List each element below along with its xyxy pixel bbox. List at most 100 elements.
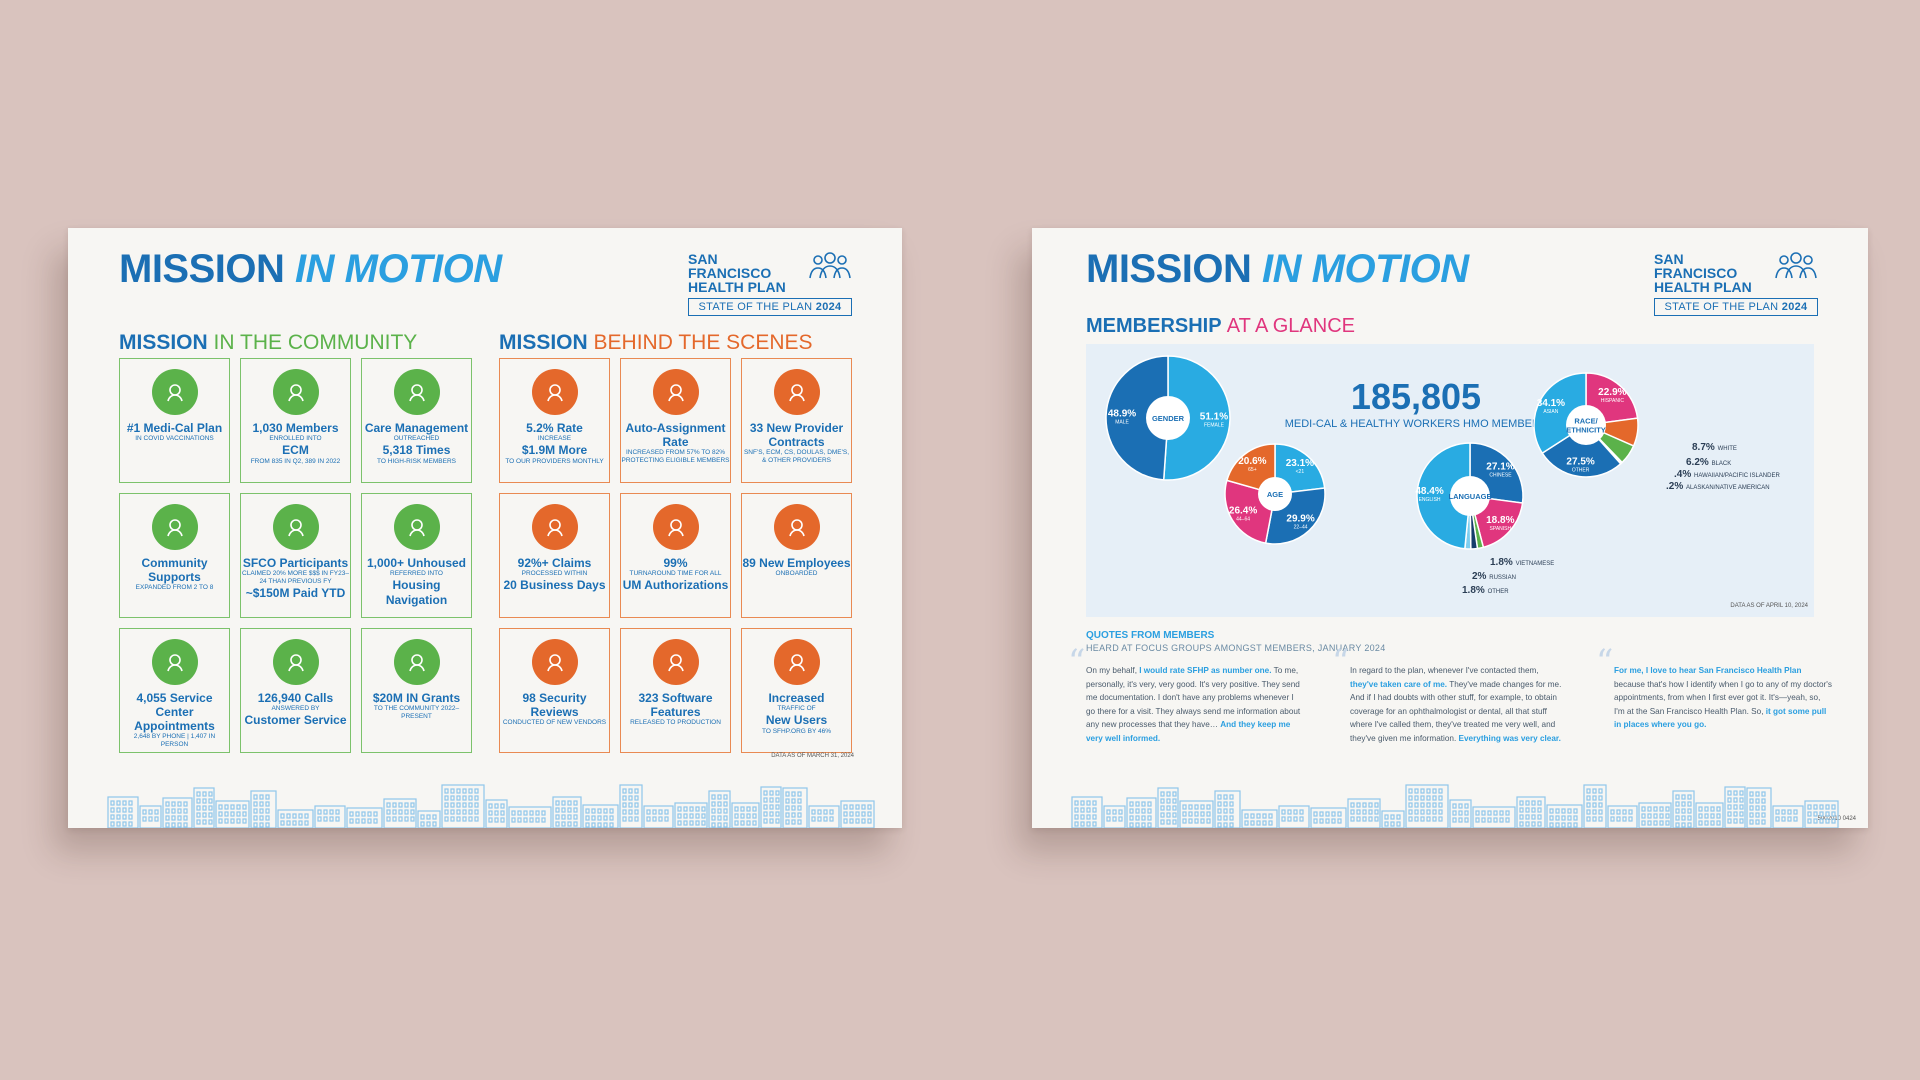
tile-headline: 89 New Employees <box>742 556 851 570</box>
sfhp-logo: SAN FRANCISCO HEALTH PLAN STATE OF THE P… <box>1654 252 1818 316</box>
tile-highlight: Customer Service <box>244 713 347 727</box>
employees-icon <box>773 504 820 550</box>
donut-hole <box>1258 477 1292 511</box>
tile-detail: TRAFFIC OF <box>777 705 816 712</box>
website-icon <box>773 639 820 685</box>
stat-tile: #1 Medi-Cal Plan IN COVID VACCINATIONS <box>119 358 230 483</box>
slice-value-label: 48.9% <box>1108 408 1136 419</box>
slice-value-label: 22.9% <box>1598 387 1626 398</box>
donut-hole <box>1566 405 1606 445</box>
stat-tile: Care Management OUTREACHED 5,318 Times TO H… <box>361 358 472 483</box>
slice-category-label: FEMALE <box>1204 423 1225 429</box>
quotes-title: QUOTES FROM MEMBERS <box>1086 630 1215 641</box>
tile-highlight: Housing Navigation <box>385 578 448 607</box>
software-icon <box>652 639 699 685</box>
membership-donut-charts: GENDER 51.1%FEMALE 48.9%MALE AGE 23.1%<21 29.… <box>1105 355 1639 550</box>
tile-detail: RELEASED TO PRODUCTION <box>630 719 721 726</box>
member-quote-1: “On my behalf, I would rate SFHP as numb… <box>1068 642 1301 743</box>
tile-detail: ENROLLED INTO <box>269 435 322 442</box>
slice-category-label: MALE <box>1115 419 1129 425</box>
tile-headline: Care Management <box>364 421 469 435</box>
tile-footnote: PROTECTING ELIGIBLE MEMBERS <box>621 457 730 464</box>
donut-hole <box>1450 476 1490 516</box>
care-icon <box>393 369 440 415</box>
legend-hawaiian: .4% HAWAIIAN/PACIFIC ISLANDER <box>1674 469 1780 480</box>
stat-tile: 126,940 Calls ANSWERED BY Customer Service <box>240 628 351 753</box>
tile-highlight: UM Authorizations <box>622 578 729 592</box>
slice-category-label: SPANISH <box>1490 526 1512 532</box>
data-note: DATA AS OF MARCH 31, 2024 <box>771 753 854 759</box>
pie-slice <box>1105 355 1169 481</box>
total-members-number: 185,805 <box>1350 376 1482 417</box>
tile-footnote: TO HIGH-RISK MEMBERS <box>377 458 456 465</box>
slice-value-label: 23.1% <box>1286 458 1314 469</box>
legend-white: 8.7% WHITE <box>1692 442 1737 453</box>
slice-category-label: CHINESE <box>1489 472 1512 478</box>
tile-headline: Community Supports <box>141 556 208 584</box>
slice-category-label: ASIAN <box>1543 409 1558 415</box>
slice-category-label: ENGLISH <box>1419 497 1441 503</box>
tile-detail: 2,648 BY PHONE | 1,407 IN PERSON <box>133 733 216 748</box>
tile-detail: ANSWERED BY <box>271 705 320 712</box>
quote-mark-icon: “ <box>1596 642 1614 682</box>
tile-headline: 1,000+ Unhoused <box>366 556 467 570</box>
members-icon <box>272 369 319 415</box>
tile-highlight: 20 Business Days <box>503 578 606 592</box>
tile-headline: 92%+ Claims <box>517 556 592 570</box>
award-icon <box>151 369 198 415</box>
pie-slice <box>1274 443 1326 495</box>
logo-subtitle: STATE OF THE PLAN 2024 <box>1654 298 1818 316</box>
legend-russian: 2% RUSSIAN <box>1472 571 1516 582</box>
people-logo-icon <box>1775 252 1817 279</box>
slice-value-label: 29.9% <box>1286 513 1314 524</box>
slice-category-label: 44–64 <box>1236 517 1250 523</box>
donut-center-label: AGE <box>1267 490 1283 499</box>
stat-tile: 5.2% Rate INCREASE $1.9M More TO OUR PROVID… <box>499 358 610 483</box>
tile-detail: ONBOARDED <box>775 570 818 577</box>
tile-headline: #1 Medi-Cal Plan <box>126 421 223 435</box>
tile-detail: EXPANDED FROM 2 TO 8 <box>135 584 214 591</box>
slice-value-label: 27.1% <box>1486 461 1514 472</box>
slice-value-label: 20.6% <box>1238 456 1266 467</box>
tile-headline: 98 Security Reviews <box>522 691 587 719</box>
tile-headline: Auto-Assignment Rate <box>625 421 726 449</box>
tile-detail: OUTREACHED <box>393 435 440 442</box>
tile-headline: 99% <box>663 556 688 570</box>
donut-hole <box>1146 396 1190 440</box>
pie-slice <box>1225 443 1276 495</box>
tile-headline: 4,055 Service Center Appointments <box>134 691 215 733</box>
slice-category-label: OTHER <box>1572 468 1590 474</box>
tile-headline: SFCO Participants <box>242 556 349 570</box>
donut-center-label: LANGUAGE <box>1449 492 1492 501</box>
stopwatch-icon <box>652 504 699 550</box>
slice-value-label: 26.4% <box>1229 506 1257 517</box>
tile-detail: REFERRED INTO <box>390 570 443 577</box>
pie-slice <box>1162 355 1231 481</box>
member-quote-3: “For me, I love to hear San Francisco He… <box>1596 642 1832 729</box>
contract-icon <box>773 369 820 415</box>
stat-tile: Increased TRAFFIC OF New Users TO sfhp.org … <box>741 628 852 753</box>
tile-detail: INCREASED FROM 57% TO 82% <box>625 449 726 456</box>
tile-highlight: 5,318 Times <box>382 443 451 457</box>
total-members-label: MEDI-CAL & HEALTHY WORKERS HMO MEMBERS <box>1284 418 1548 430</box>
sfhp-logo: SAN FRANCISCO HEALTH PLAN STATE OF THE P… <box>688 252 852 316</box>
document-icon <box>531 504 578 550</box>
tile-headline: 323 Software Features <box>638 691 713 719</box>
tile-detail: PROCESSED WITHIN <box>521 570 588 577</box>
tile-headline: 126,940 Calls <box>257 691 334 705</box>
stat-tile: 323 Software Features RELEASED TO PRODUCT… <box>620 628 731 753</box>
tile-highlight: New Users <box>765 713 828 727</box>
people-logo-icon <box>809 252 851 279</box>
stat-tile: 99% TURNAROUND TIME FOR ALL UM Authorizati… <box>620 493 731 618</box>
right-sheet: MISSION IN MOTION SAN FRANCISCO HEALTH P… <box>1032 228 1868 828</box>
tile-footnote: FROM 835 IN Q2, 389 IN 2022 <box>250 458 341 465</box>
stat-tile: 1,000+ Unhoused REFERRED INTO Housing Navi… <box>361 493 472 618</box>
tile-detail: TURNAROUND TIME FOR ALL <box>629 570 722 577</box>
slice-value-label: 51.1% <box>1200 412 1228 423</box>
slice-value-label: 27.5% <box>1566 457 1594 468</box>
legend-vietnamese: 1.8% VIETNAMESE <box>1490 557 1555 568</box>
stat-tile: 1,030 Members ENROLLED INTO ECM FROM 835 IN… <box>240 358 351 483</box>
tile-footnote: TO OUR PROVIDERS MONTHLY <box>505 458 604 465</box>
chart-up-icon <box>652 369 699 415</box>
slice-category-label: HISPANIC <box>1601 398 1625 404</box>
